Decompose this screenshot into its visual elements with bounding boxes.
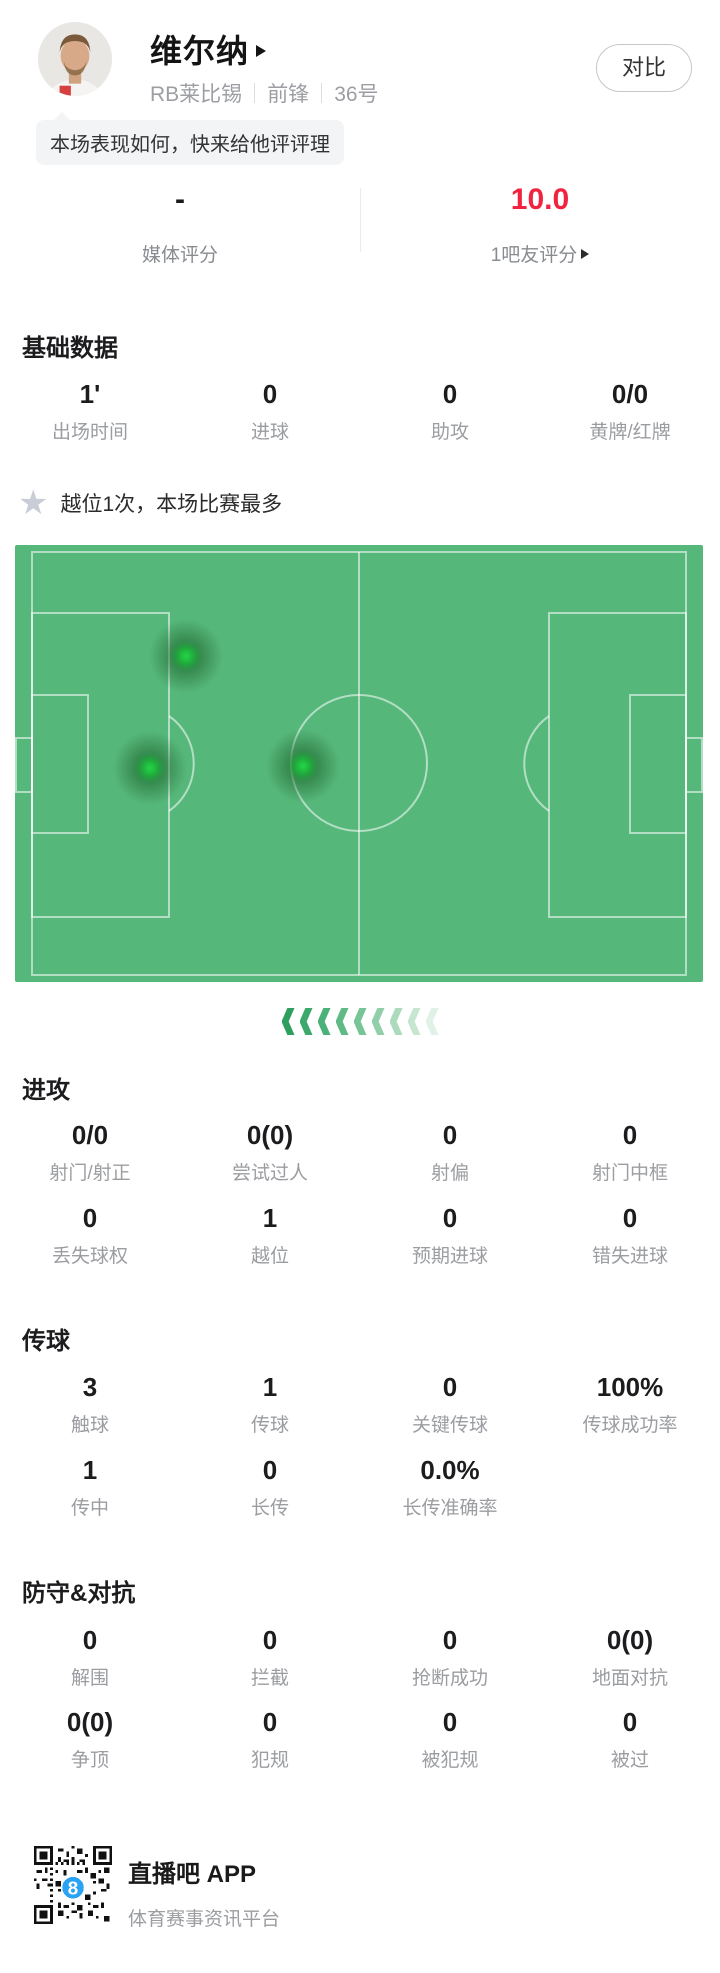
stat-minutes: 1' 出场时间 — [51, 379, 128, 443]
stat-possession-lost: 0 丢失球权 — [51, 1203, 128, 1267]
stat-missed-chances: 0 错失进球 — [591, 1203, 668, 1267]
passing-stats-row-1: 3 触球 1 传球 0 关键传球 100% 传球成功率 — [0, 1373, 720, 1437]
star-icon: ★ — [18, 484, 49, 522]
chevron-left-icon — [371, 1008, 385, 1035]
stat-woodwork: 0 射门中框 — [591, 1120, 668, 1184]
stat-fouled: 0 被犯规 — [421, 1707, 479, 1771]
highlight-row: ★ 越位1次，本场比赛最多 — [18, 486, 282, 520]
player-name: 维尔纳 — [150, 33, 250, 69]
fan-rating-value: 10.0 — [510, 183, 570, 216]
stat-key-passes: 0 关键传球 — [411, 1372, 488, 1436]
player-number: 36号 — [334, 83, 379, 106]
stat-clearances: 0 解围 — [70, 1625, 109, 1689]
qr-badge: 8 — [68, 1877, 78, 1898]
stat-assists: 0 助攻 — [430, 379, 469, 443]
fan-rating[interactable]: 10.0 1吧友评分 — [360, 184, 720, 267]
passing-stats-row-2: 1 传中 0 长传 0.0% 长传准确率 — [0, 1456, 720, 1520]
stat-long-ball-accuracy: 0.0% 长传准确率 — [402, 1455, 498, 1519]
chevron-left-icon — [407, 1008, 421, 1035]
highlight-text: 越位1次，本场比赛最多 — [60, 493, 283, 516]
stat-touches: 3 触球 — [70, 1372, 109, 1436]
player-name-link[interactable]: 维尔纳 — [150, 26, 267, 72]
stat-long-balls: 0 长传 — [250, 1455, 289, 1519]
chevron-left-icon — [335, 1008, 349, 1035]
attack-stats-row-1: 0/0 射门/射正 0(0) 尝试过人 0 射偏 0 射门中框 — [0, 1121, 720, 1185]
stat-cards: 0/0 黄牌/红牌 — [589, 379, 671, 443]
chevron-left-icon — [281, 1008, 295, 1035]
stat-dribbles: 0(0) 尝试过人 — [231, 1120, 308, 1184]
section-title-basic: 基础数据 — [22, 335, 118, 362]
app-subtitle: 体育赛事资讯平台 — [128, 1909, 281, 1930]
stat-pass-accuracy: 100% 传球成功率 — [582, 1372, 678, 1436]
app-name: 直播吧 APP — [128, 1861, 257, 1888]
stat-shots: 0/0 射门/射正 — [49, 1120, 131, 1184]
stat-goals: 0 进球 — [250, 379, 289, 443]
stat-xg: 0 预期进球 — [411, 1203, 488, 1267]
stat-passes: 1 传球 — [250, 1372, 289, 1436]
player-subtitle: RB莱比锡 前锋 36号 — [150, 78, 379, 108]
section-title-attack: 进攻 — [22, 1077, 70, 1104]
media-rating-value: - — [175, 183, 185, 216]
rating-prompt-bubble[interactable]: 本场表现如何，快来给他评评理 — [36, 112, 344, 165]
heatmap-spot — [149, 619, 223, 693]
stat-tackles-won: 0 抢断成功 — [411, 1625, 488, 1689]
football-pitch — [15, 545, 703, 982]
player-photo-placeholder — [38, 22, 112, 96]
heatmap-spot — [113, 731, 187, 805]
app-footer: 8 直播吧 APP 体育赛事资讯平台 — [34, 1846, 280, 1931]
chevron-right-icon — [581, 248, 590, 259]
stat-dribbled-past: 0 被过 — [610, 1707, 649, 1771]
section-title-defense: 防守&对抗 — [22, 1580, 136, 1607]
stat-blocks: 0 拦截 — [250, 1625, 289, 1689]
chevron-left-icon — [353, 1008, 367, 1035]
stat-fouls: 0 犯规 — [250, 1707, 289, 1771]
fan-rating-label[interactable]: 1吧友评分 — [360, 240, 720, 267]
team-name: RB莱比锡 — [150, 83, 243, 106]
player-position: 前锋 — [267, 83, 310, 106]
section-title-passing: 传球 — [22, 1328, 70, 1355]
divider — [321, 83, 323, 103]
stat-ground-duels: 0(0) 地面对抗 — [591, 1625, 668, 1689]
player-avatar — [38, 22, 112, 96]
pitch-svg — [15, 545, 703, 982]
defense-stats-row-2: 0(0) 争顶 0 犯规 0 被犯规 0 被过 — [0, 1708, 720, 1772]
divider — [254, 83, 256, 103]
basic-stats-row: 1' 出场时间 0 进球 0 助攻 0/0 黄牌/红牌 — [0, 380, 720, 444]
attack-stats-row-2: 0 丢失球权 1 越位 0 预期进球 0 错失进球 — [0, 1204, 720, 1268]
qr-code: 8 — [34, 1846, 112, 1924]
stat-aerial-duels: 0(0) 争顶 — [66, 1707, 114, 1771]
footer-text: 直播吧 APP 体育赛事资讯平台 — [128, 1846, 280, 1931]
media-rating-label: 媒体评分 — [141, 245, 218, 266]
heatmap-spot — [266, 729, 340, 803]
chevron-right-icon — [256, 45, 267, 57]
vertical-divider — [360, 188, 361, 252]
chevron-left-icon — [425, 1008, 439, 1035]
stat-shots-off: 0 射偏 — [430, 1120, 469, 1184]
ratings-row: - 媒体评分 10.0 1吧友评分 — [0, 184, 720, 267]
attack-direction-arrows — [0, 1008, 720, 1035]
chevron-left-icon — [389, 1008, 403, 1035]
qr-code-svg: 8 — [34, 1846, 112, 1924]
stat-crosses: 1 传中 — [70, 1455, 109, 1519]
stat-offsides: 1 越位 — [250, 1203, 289, 1267]
defense-stats-row-1: 0 解围 0 拦截 0 抢断成功 0(0) 地面对抗 — [0, 1626, 720, 1690]
media-rating: - 媒体评分 — [0, 184, 360, 267]
chevron-left-icon — [317, 1008, 331, 1035]
chevron-left-icon — [299, 1008, 313, 1035]
compare-button[interactable]: 对比 — [595, 44, 692, 92]
